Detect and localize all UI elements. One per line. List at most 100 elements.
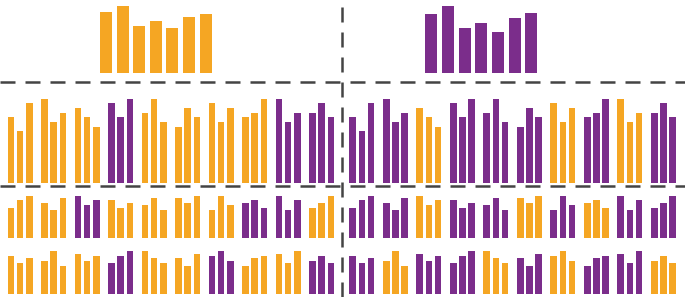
Bar — [502, 122, 508, 183]
Bar — [450, 103, 457, 183]
Bar — [127, 251, 133, 294]
Bar — [636, 200, 643, 238]
Bar — [151, 198, 158, 238]
Bar — [209, 210, 215, 238]
Bar — [93, 127, 99, 183]
Bar — [669, 263, 676, 294]
Bar — [383, 203, 390, 238]
Bar — [142, 205, 148, 238]
Bar — [319, 203, 325, 238]
Bar — [84, 205, 90, 238]
Bar — [285, 263, 291, 294]
Bar — [160, 263, 166, 294]
Bar — [194, 196, 200, 238]
Bar — [560, 196, 566, 238]
Bar — [569, 205, 575, 238]
Bar — [425, 14, 437, 73]
Bar — [327, 263, 334, 294]
Bar — [8, 256, 14, 294]
Bar — [184, 203, 191, 238]
Bar — [617, 196, 624, 238]
Bar — [536, 254, 542, 294]
Bar — [151, 258, 158, 294]
Bar — [584, 117, 590, 183]
Bar — [617, 99, 624, 183]
Bar — [242, 203, 249, 238]
Bar — [393, 210, 399, 238]
Bar — [484, 113, 490, 183]
Bar — [117, 117, 124, 183]
Bar — [227, 108, 234, 183]
Bar — [260, 208, 267, 238]
Bar — [551, 103, 557, 183]
Bar — [209, 256, 215, 294]
Bar — [627, 210, 633, 238]
Bar — [309, 208, 316, 238]
Bar — [484, 251, 490, 294]
Bar — [660, 203, 667, 238]
Bar — [551, 210, 557, 238]
Bar — [651, 113, 658, 183]
Bar — [359, 131, 365, 183]
Bar — [242, 117, 249, 183]
Bar — [475, 23, 487, 73]
Bar — [8, 117, 14, 183]
Bar — [416, 254, 423, 294]
Bar — [551, 256, 557, 294]
Bar — [651, 208, 658, 238]
Bar — [60, 113, 66, 183]
Bar — [569, 108, 575, 183]
Bar — [60, 266, 66, 294]
Bar — [493, 258, 499, 294]
Bar — [425, 261, 432, 294]
Bar — [218, 251, 225, 294]
Bar — [560, 122, 566, 183]
Bar — [651, 261, 658, 294]
Bar — [84, 117, 90, 183]
Bar — [294, 113, 301, 183]
Bar — [41, 203, 48, 238]
Bar — [660, 256, 667, 294]
Bar — [517, 198, 523, 238]
Bar — [502, 263, 508, 294]
Bar — [525, 13, 537, 73]
Bar — [275, 99, 282, 183]
Bar — [93, 256, 99, 294]
Bar — [175, 127, 182, 183]
Bar — [401, 266, 408, 294]
Bar — [368, 196, 375, 238]
Bar — [349, 256, 356, 294]
Bar — [26, 258, 33, 294]
Bar — [260, 99, 267, 183]
Bar — [51, 251, 57, 294]
Bar — [627, 122, 633, 183]
Bar — [442, 6, 454, 73]
Bar — [183, 17, 195, 73]
Bar — [401, 113, 408, 183]
Bar — [184, 266, 191, 294]
Bar — [160, 122, 166, 183]
Bar — [17, 200, 23, 238]
Bar — [150, 21, 162, 73]
Bar — [327, 196, 334, 238]
Bar — [108, 103, 115, 183]
Bar — [602, 99, 609, 183]
Bar — [526, 108, 533, 183]
Bar — [368, 103, 375, 183]
Bar — [593, 258, 600, 294]
Bar — [294, 200, 301, 238]
Bar — [493, 198, 499, 238]
Bar — [401, 198, 408, 238]
Bar — [669, 196, 676, 238]
Bar — [194, 117, 200, 183]
Bar — [593, 113, 600, 183]
Bar — [359, 263, 365, 294]
Bar — [242, 266, 249, 294]
Bar — [166, 28, 179, 73]
Bar — [108, 263, 115, 294]
Bar — [175, 258, 182, 294]
Bar — [593, 200, 600, 238]
Bar — [502, 210, 508, 238]
Bar — [526, 203, 533, 238]
Bar — [127, 99, 133, 183]
